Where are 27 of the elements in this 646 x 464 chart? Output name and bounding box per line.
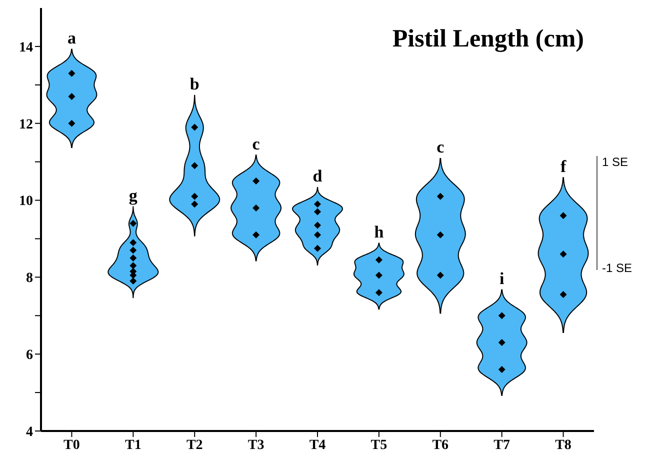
x-tick-label: T8 <box>555 438 572 453</box>
text: Pistil Length (cm) <box>392 25 584 52</box>
y-tick-label: 8 <box>26 271 33 286</box>
x-tick-label: T6 <box>432 438 449 453</box>
text: -1 SE <box>602 261 632 275</box>
text: 1 SE <box>602 155 628 169</box>
y-tick-label: 4 <box>26 424 33 440</box>
y-tick-label: 12 <box>19 117 33 132</box>
annotation: d <box>312 166 323 186</box>
annotation: b <box>190 74 200 94</box>
x-tick-label: T5 <box>370 438 388 453</box>
annotation: f <box>560 156 566 176</box>
annotation: h <box>374 222 384 242</box>
x-tick-label: T7 <box>494 438 510 453</box>
annotation: g <box>128 186 138 205</box>
x-tick-label: T4 <box>309 438 326 453</box>
annotation: c <box>252 134 260 154</box>
y-tick-label: 6 <box>26 348 33 364</box>
x-tick-label: T2 <box>186 438 203 453</box>
y-tick-label: 10 <box>19 194 33 210</box>
annotation: a <box>67 28 76 48</box>
x-tick-label: T0 <box>64 438 80 453</box>
annotation: c <box>436 138 445 157</box>
annotation: i <box>499 268 504 288</box>
x-tick-label: T1 <box>124 438 142 453</box>
y-tick-label: 14 <box>19 40 33 56</box>
x-tick-label: T3 <box>248 438 264 453</box>
